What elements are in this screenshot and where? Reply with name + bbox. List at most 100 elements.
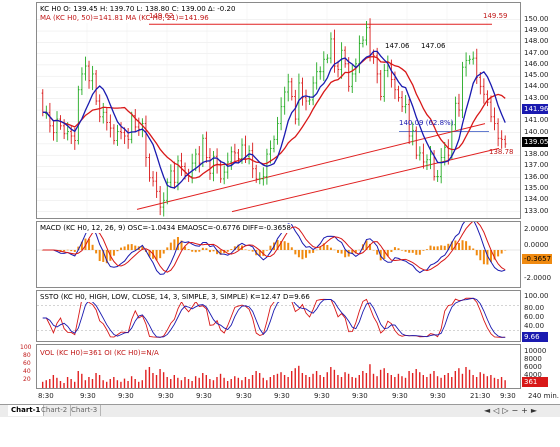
volume-bar xyxy=(134,379,136,388)
volume-bar xyxy=(266,380,268,388)
macd-histogram-bar xyxy=(372,250,375,251)
scroll-left-icon[interactable]: ◄ xyxy=(484,406,491,415)
volume-bar xyxy=(77,371,79,388)
volume-bar xyxy=(70,379,72,388)
volume-bar xyxy=(59,381,62,388)
volume-bar xyxy=(170,379,172,388)
volume-bar xyxy=(273,375,275,388)
macd-histogram-bar xyxy=(208,250,211,253)
time-axis-label: 21:30 xyxy=(470,392,491,400)
macd-histogram-bar xyxy=(262,250,265,256)
macd-histogram-bar xyxy=(461,240,464,250)
vol-left-tick-40: 40 xyxy=(23,368,31,375)
stochastic-chart xyxy=(37,297,520,338)
price-tick: 145.00 xyxy=(524,71,549,80)
volume-bar xyxy=(330,367,332,388)
volume-bar xyxy=(106,381,108,388)
macd-histogram-bar xyxy=(102,250,105,262)
macd-histogram-bar xyxy=(127,244,130,250)
macd-pane[interactable]: MACD (KC H0, 12, 26, 9) OSC=-1.0434 EMAO… xyxy=(36,221,521,288)
pan-left-icon[interactable]: ◁ xyxy=(493,406,500,415)
macd-histogram-bar xyxy=(88,238,91,250)
volume-bar xyxy=(415,369,417,388)
macd-tick-bottom: -2.0000 xyxy=(524,274,552,282)
macd-histogram-bar xyxy=(329,247,332,250)
volume-pane[interactable]: VOL (KC H0)=361 OI (KC H0)=N/A xyxy=(36,344,521,389)
annotation-trendline-value: 138.78 xyxy=(489,148,514,156)
volume-bar xyxy=(184,377,186,388)
macd-histogram-bar xyxy=(386,250,389,257)
stoch-tick-40: 40.00 xyxy=(524,322,545,330)
volume-bar xyxy=(102,380,104,388)
macd-histogram-bar xyxy=(429,245,432,250)
macd-histogram-bar xyxy=(84,238,87,250)
zoom-out-icon[interactable]: − xyxy=(511,406,519,415)
volume-bar xyxy=(216,377,218,388)
macd-histogram-bar xyxy=(265,250,268,251)
macd-histogram-bar xyxy=(472,248,475,250)
macd-histogram-bar xyxy=(80,241,83,250)
price-pane[interactable]: KC H0 O: 139.45 H: 139.70 L: 138.80 C: 1… xyxy=(36,2,521,219)
volume-bar xyxy=(45,380,47,388)
macd-histogram-bar xyxy=(489,250,492,262)
time-axis-label: 9:30 xyxy=(352,392,368,400)
macd-histogram-bar xyxy=(120,247,123,250)
volume-bar xyxy=(41,381,44,388)
volume-bar xyxy=(173,375,175,388)
volume-bar xyxy=(162,372,165,388)
volume-bar xyxy=(468,369,471,388)
vol-tick-8000: 8000 xyxy=(524,355,542,363)
volume-bar xyxy=(294,368,296,388)
macd-histogram-bar xyxy=(326,245,329,250)
volume-bar xyxy=(404,377,407,388)
volume-bar xyxy=(276,373,279,388)
volume-bar xyxy=(230,379,232,388)
stochastic-header: SSTO (KC H0, HIGH, LOW, CLOSE, 14, 3, SI… xyxy=(40,293,310,302)
macd-histogram-bar xyxy=(148,250,151,257)
volume-bar xyxy=(323,377,325,388)
volume-bar xyxy=(109,379,111,388)
lower-trendline xyxy=(231,147,500,213)
pan-right-icon[interactable]: ▷ xyxy=(502,406,509,415)
tab-chart-3[interactable]: Chart-3 xyxy=(68,405,102,416)
volume-bar xyxy=(504,380,506,388)
upper-trendline xyxy=(136,123,486,210)
price-tick: 133.00 xyxy=(524,206,549,215)
tab-chart-1[interactable]: Chart-1 xyxy=(8,405,45,416)
volume-bar xyxy=(205,375,208,388)
volume-bar xyxy=(408,371,410,388)
volume-bar xyxy=(497,379,499,388)
volume-bar xyxy=(486,376,489,388)
stochastic-y-axis: 100.00 80.00 60.00 40.00 xyxy=(522,290,560,342)
volume-bar xyxy=(315,371,318,388)
macd-tick-top: 2.0000 xyxy=(524,225,549,233)
volume-bar xyxy=(194,376,197,388)
volume-bar xyxy=(305,375,307,388)
price-tick: 138.00 xyxy=(524,150,549,159)
volume-bar xyxy=(301,373,304,388)
macd-histogram-bar xyxy=(440,245,443,250)
volume-bar xyxy=(212,380,215,388)
price-header-ma: MA (KC H0, 50)=141.81 MA (KC H0, 21)=141… xyxy=(40,14,209,23)
volume-bar xyxy=(66,377,69,388)
volume-bar xyxy=(148,367,151,388)
scroll-right-icon[interactable]: ► xyxy=(530,406,538,415)
macd-histogram-bar xyxy=(98,250,101,262)
volume-bar xyxy=(298,365,300,388)
macd-histogram-bar xyxy=(301,250,304,260)
macd-histogram-bar xyxy=(482,250,485,265)
volume-bar xyxy=(120,381,122,388)
stochastic-pane[interactable]: SSTO (KC H0, HIGH, LOW, CLOSE, 14, 3, SI… xyxy=(36,290,521,342)
macd-histogram-bar xyxy=(468,245,471,250)
ma-21-line xyxy=(42,50,506,189)
volume-bar xyxy=(429,373,432,388)
zoom-in-icon[interactable]: + xyxy=(521,406,528,415)
volume-bar xyxy=(81,373,83,388)
price-tick: 150.00 xyxy=(524,14,549,23)
time-axis-label: 9:30 xyxy=(314,392,330,400)
volume-bar xyxy=(155,375,158,388)
ma-50-line xyxy=(42,55,506,179)
macd-histogram-bar xyxy=(176,237,179,250)
macd-histogram-bar xyxy=(162,250,165,254)
tab-chart-2[interactable]: Chart-2 xyxy=(38,405,72,416)
